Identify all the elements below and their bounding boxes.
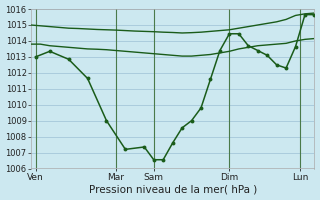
X-axis label: Pression niveau de la mer( hPa ): Pression niveau de la mer( hPa ) [89, 184, 257, 194]
